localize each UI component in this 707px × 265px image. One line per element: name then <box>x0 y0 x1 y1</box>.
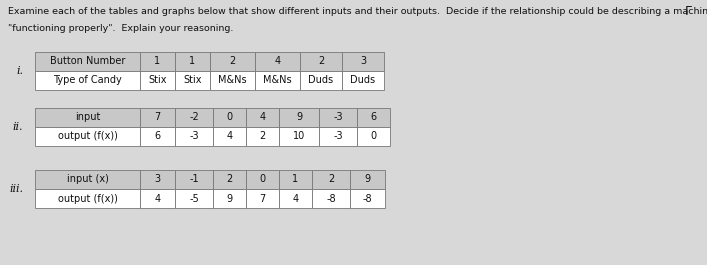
Text: input (x): input (x) <box>66 174 108 184</box>
Bar <box>246 170 279 189</box>
Text: 7: 7 <box>154 113 160 122</box>
Text: 7: 7 <box>259 193 266 204</box>
Text: 0: 0 <box>370 131 377 142</box>
Text: -8: -8 <box>363 193 373 204</box>
Bar <box>357 127 390 146</box>
Bar <box>312 170 350 189</box>
Bar <box>319 127 357 146</box>
Text: Button Number: Button Number <box>49 56 125 67</box>
Text: output (f(x)): output (f(x)) <box>57 131 117 142</box>
Bar <box>35 71 140 90</box>
Bar <box>35 127 140 146</box>
Bar <box>175 71 210 90</box>
Bar <box>279 170 312 189</box>
Text: 3: 3 <box>360 56 366 67</box>
Text: 4: 4 <box>259 113 266 122</box>
Bar <box>300 71 342 90</box>
Bar <box>35 108 140 127</box>
Text: Type of Candy: Type of Candy <box>53 76 122 86</box>
Text: -2: -2 <box>189 113 199 122</box>
Text: -5: -5 <box>189 193 199 204</box>
Text: 2: 2 <box>318 56 324 67</box>
Text: Stix: Stix <box>183 76 201 86</box>
Text: -8: -8 <box>326 193 336 204</box>
Bar <box>140 52 175 71</box>
Bar <box>350 170 385 189</box>
Bar <box>175 189 213 208</box>
Text: -1: -1 <box>189 174 199 184</box>
Bar <box>140 108 175 127</box>
Text: iii.: iii. <box>9 184 23 194</box>
Text: 2: 2 <box>229 56 235 67</box>
Text: -3: -3 <box>333 113 343 122</box>
Text: 6: 6 <box>154 131 160 142</box>
Text: Stix: Stix <box>148 76 167 86</box>
Bar <box>255 52 300 71</box>
Bar <box>279 189 312 208</box>
Bar <box>140 71 175 90</box>
Bar <box>350 189 385 208</box>
Text: 4: 4 <box>154 193 160 204</box>
Bar <box>279 108 319 127</box>
Text: 4: 4 <box>226 131 233 142</box>
Bar <box>140 127 175 146</box>
Text: 2: 2 <box>259 131 266 142</box>
Bar <box>246 108 279 127</box>
Bar <box>175 170 213 189</box>
Text: 6: 6 <box>370 113 377 122</box>
Bar <box>246 189 279 208</box>
Text: -3: -3 <box>189 131 199 142</box>
Text: 3: 3 <box>154 174 160 184</box>
Text: Duds: Duds <box>351 76 375 86</box>
Bar <box>319 108 357 127</box>
Text: 0: 0 <box>259 174 266 184</box>
Bar <box>246 127 279 146</box>
Text: 10: 10 <box>293 131 305 142</box>
Bar <box>175 52 210 71</box>
Bar <box>300 52 342 71</box>
Text: 1: 1 <box>293 174 298 184</box>
Bar <box>342 71 384 90</box>
Bar <box>342 52 384 71</box>
Text: -3: -3 <box>333 131 343 142</box>
Text: M&Ns: M&Ns <box>218 76 247 86</box>
Text: 9: 9 <box>364 174 370 184</box>
Bar <box>175 108 213 127</box>
Bar <box>35 52 140 71</box>
Text: 4: 4 <box>293 193 298 204</box>
Bar <box>35 170 140 189</box>
Text: 9: 9 <box>226 193 233 204</box>
Bar <box>213 127 246 146</box>
Bar <box>312 189 350 208</box>
Text: input: input <box>75 113 100 122</box>
Text: 4: 4 <box>274 56 281 67</box>
Text: Duds: Duds <box>308 76 334 86</box>
Bar <box>213 170 246 189</box>
Bar <box>213 189 246 208</box>
Bar <box>175 127 213 146</box>
Bar <box>255 71 300 90</box>
Text: Γ: Γ <box>685 5 692 18</box>
Text: "functioning properly".  Explain your reasoning.: "functioning properly". Explain your rea… <box>8 24 233 33</box>
Text: 2: 2 <box>226 174 233 184</box>
Text: i.: i. <box>16 66 23 76</box>
Text: M&Ns: M&Ns <box>263 76 292 86</box>
Bar <box>140 170 175 189</box>
Text: 2: 2 <box>328 174 334 184</box>
Text: 0: 0 <box>226 113 233 122</box>
Text: Examine each of the tables and graphs below that show different inputs and their: Examine each of the tables and graphs be… <box>8 7 707 16</box>
Bar <box>140 189 175 208</box>
Bar <box>35 189 140 208</box>
Text: 1: 1 <box>154 56 160 67</box>
Bar <box>210 52 255 71</box>
Bar <box>210 71 255 90</box>
Text: ii.: ii. <box>13 122 23 132</box>
Bar <box>213 108 246 127</box>
Text: 1: 1 <box>189 56 196 67</box>
Text: output (f(x)): output (f(x)) <box>57 193 117 204</box>
Text: 9: 9 <box>296 113 302 122</box>
Bar <box>357 108 390 127</box>
Bar <box>279 127 319 146</box>
